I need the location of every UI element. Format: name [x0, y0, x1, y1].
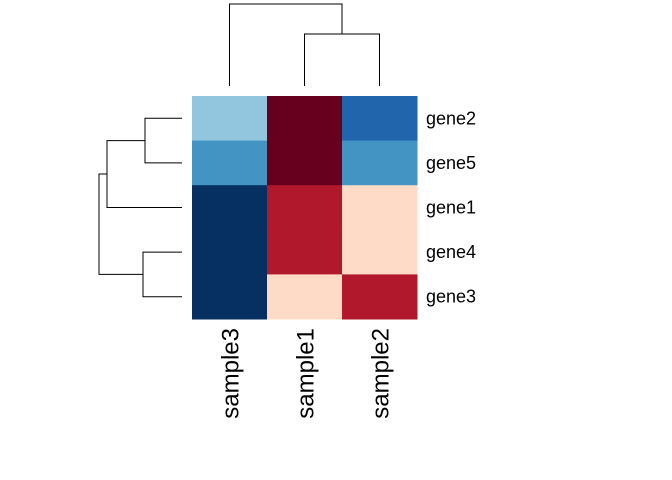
- row-label-gene2: gene2: [426, 108, 476, 128]
- row-label-gene1: gene1: [426, 198, 476, 218]
- row-labels: gene2 gene5 gene1 gene4 gene3: [426, 108, 476, 306]
- heatmap-cell-gene2-sample1: [267, 96, 343, 142]
- row-dendrogram: [98, 117, 182, 298]
- heatmap-cell-gene3-sample3: [192, 274, 268, 320]
- heatmap-cell-gene4-sample2: [342, 229, 418, 275]
- heatmap-cells: [192, 96, 418, 320]
- heatmap-cell-gene5-sample1: [267, 140, 343, 186]
- column-label-sample3: sample3: [218, 328, 245, 419]
- heatmap-cell-gene4-sample3: [192, 229, 268, 275]
- row-dendrogram-branch-gene4-gene3: [142, 251, 182, 298]
- row-label-gene5: gene5: [426, 153, 476, 173]
- column-label-sample2: sample2: [368, 328, 395, 419]
- heatmap-cell-gene4-sample1: [267, 229, 343, 275]
- column-labels: sample3 sample1 sample2: [218, 328, 395, 419]
- heatmap-cell-gene5-sample2: [342, 140, 418, 186]
- heatmap-cell-gene3-sample1: [267, 274, 343, 320]
- column-dendrogram-branch-sample1-sample2: [304, 33, 380, 86]
- row-label-gene4: gene4: [426, 242, 476, 262]
- heatmap-cell-gene1-sample3: [192, 185, 268, 231]
- row-dendrogram-branch-gene2-gene5: [144, 117, 182, 164]
- heatmap-cell-gene3-sample2: [342, 274, 418, 320]
- row-dendrogram-branch-root: [98, 173, 143, 275]
- column-label-sample1: sample1: [293, 328, 320, 419]
- heatmap-cell-gene1-sample2: [342, 185, 418, 231]
- column-dendrogram-branch-root: [229, 3, 343, 86]
- heatmap-cell-gene5-sample3: [192, 140, 268, 186]
- heatmap-cell-gene1-sample1: [267, 185, 343, 231]
- column-dendrogram: [229, 3, 380, 86]
- row-label-gene3: gene3: [426, 287, 476, 307]
- heatmap-cell-gene2-sample3: [192, 96, 268, 142]
- heatmap-cell-gene2-sample2: [342, 96, 418, 142]
